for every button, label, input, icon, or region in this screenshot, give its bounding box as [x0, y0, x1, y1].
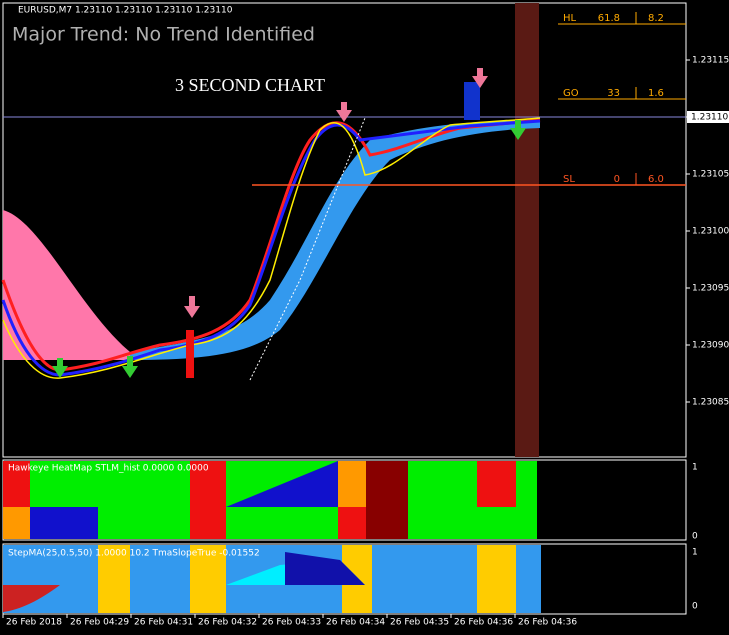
- pink-cloud: [3, 210, 130, 360]
- chart-label: 3 SECOND CHART: [175, 75, 325, 95]
- current-price: 1.23110: [691, 113, 728, 123]
- level-value: 33: [607, 88, 620, 99]
- panel-tick-label: 1: [692, 548, 698, 558]
- cell: [408, 507, 537, 539]
- main-chart: EURUSD,M7 1.23110 1.23110 1.23110 1.2311…: [1, 2, 729, 458]
- down-arrow: [184, 296, 200, 318]
- cell: [408, 461, 477, 507]
- cell: [372, 545, 477, 613]
- up-arrow: [122, 356, 138, 378]
- time-tick-label: 26 Feb 04:34: [326, 618, 385, 628]
- cell: [338, 461, 366, 507]
- panel-tick-label: 0: [692, 602, 698, 612]
- blue-hist: [285, 552, 365, 585]
- candle: [186, 330, 194, 378]
- time-tick-label: 26 Feb 04:31: [134, 618, 193, 628]
- heatmap-panel: Hawkeye HeatMap STLM_hist 0.0000 0.0000: [2, 459, 687, 541]
- cell: [30, 461, 190, 507]
- yellow-line: [2, 117, 541, 379]
- time-tick-label: 26 Feb 04:29: [70, 618, 129, 628]
- time-tick-label: 26 Feb 04:36: [518, 618, 577, 628]
- cell: [130, 545, 190, 613]
- cell: [226, 461, 338, 507]
- level-value: 0: [614, 174, 620, 185]
- cell: [3, 507, 30, 539]
- level-value: 6.0: [648, 174, 664, 185]
- price-tick-label: 1.23100: [692, 227, 729, 237]
- down-arrow: [472, 68, 488, 88]
- panel-tick-label: 1: [692, 463, 698, 473]
- time-tick-label: 26 Feb 04:36: [454, 618, 513, 628]
- time-tick-label: 26 Feb 2018: [6, 618, 62, 628]
- panel-tick-label: 0: [692, 532, 698, 542]
- cell: [98, 545, 130, 613]
- level-name: GO: [563, 88, 579, 99]
- up-arrow: [52, 358, 68, 378]
- candle: [464, 82, 480, 120]
- stepma-label: StepMA(25,0.5,50) 1.0000 10.2 TmaSlopeTr…: [8, 549, 260, 559]
- up-arrow: [510, 120, 526, 140]
- price-tick-label: 1.23115: [692, 56, 729, 66]
- level-name: HL: [563, 13, 577, 24]
- level-value: 1.6: [648, 88, 664, 99]
- cell: [30, 507, 98, 539]
- price-tick-label: 1.23095: [692, 284, 729, 294]
- current-price-box: [687, 111, 729, 123]
- level-value: 61.8: [598, 13, 620, 24]
- price-tick-label: 1.23105: [692, 170, 729, 180]
- cell: [98, 507, 190, 539]
- level-name: SL: [563, 174, 575, 185]
- cell: [477, 545, 516, 613]
- cell: [366, 507, 408, 539]
- cell: [190, 461, 226, 507]
- trend-label: Major Trend: No Trend Identified: [12, 24, 315, 46]
- symbol-label: EURUSD,M7 1.23110 1.23110 1.23110 1.2311…: [18, 6, 233, 16]
- cell: [516, 461, 537, 507]
- time-tick-label: 26 Feb 04:35: [390, 618, 449, 628]
- down-arrow: [336, 102, 352, 122]
- cell: [338, 507, 366, 539]
- time-tick-label: 26 Feb 04:33: [262, 618, 321, 628]
- cell: [226, 507, 338, 539]
- cell: [516, 545, 541, 613]
- price-tick-label: 1.23085: [692, 398, 729, 408]
- time-tick-label: 26 Feb 04:32: [198, 618, 257, 628]
- cell: [3, 461, 30, 507]
- axes: 1.23115 1.23105 1.23100 1.23095 1.23090 1.230…: [2, 12, 729, 628]
- red-hist: [3, 585, 60, 612]
- current-bar-band: [515, 3, 539, 457]
- cell: [190, 507, 226, 539]
- cell: [477, 461, 516, 507]
- cell: [190, 545, 226, 613]
- heatmap-label: Hawkeye HeatMap STLM_hist 0.0000 0.0000: [8, 464, 209, 474]
- blue-cloud: [130, 120, 540, 360]
- cell: [366, 461, 408, 507]
- main-frame: [2, 2, 687, 458]
- stepma-panel: StepMA(25,0.5,50) 1.0000 10.2 TmaSlopeTr…: [2, 543, 687, 615]
- price-tick-label: 1.23090: [692, 341, 729, 351]
- trend-dash: [249, 117, 366, 381]
- level-value: 8.2: [648, 13, 664, 24]
